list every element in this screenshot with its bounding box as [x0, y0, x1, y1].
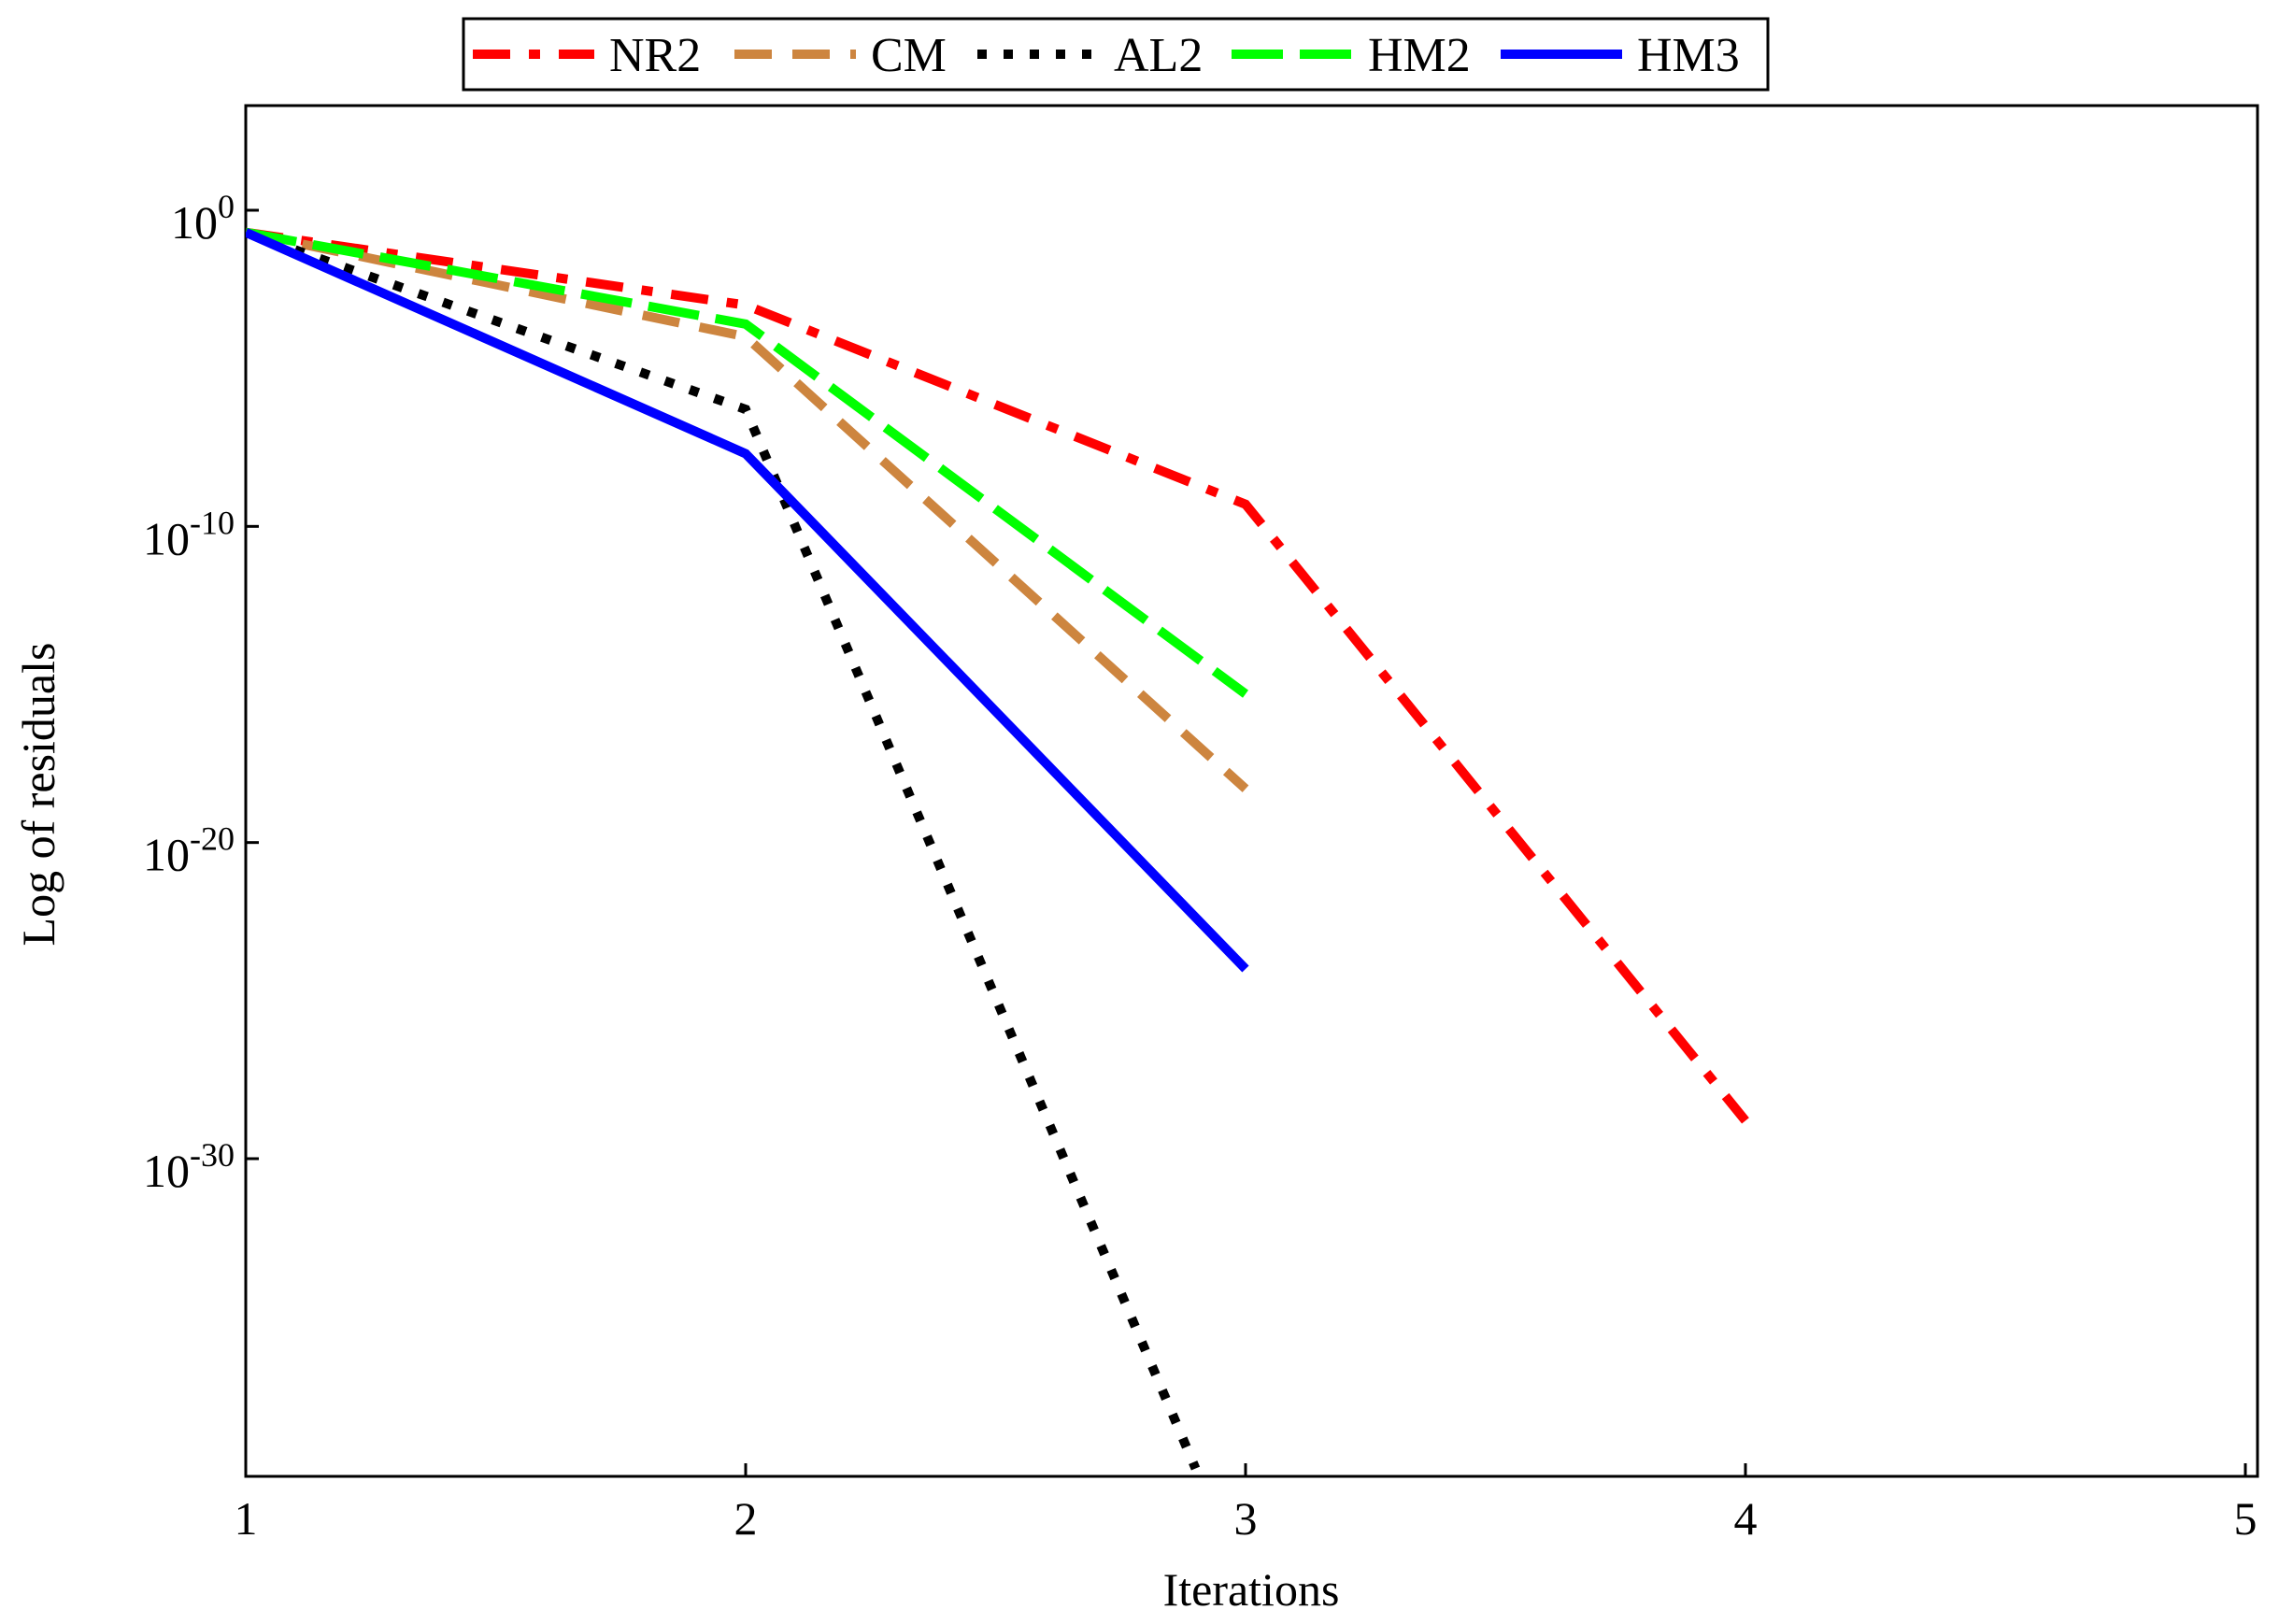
legend-label-hm2: HM2: [1368, 29, 1471, 82]
x-tick-label: 3: [1234, 1492, 1258, 1545]
legend-label-hm3: HM3: [1637, 29, 1740, 82]
y-axis-label: Log of residuals: [12, 643, 64, 947]
legend-label-al2: AL2: [1114, 29, 1203, 82]
series-line-cm: [246, 227, 1249, 792]
legend: NR2 CM AL2 HM2 HM3: [473, 29, 1740, 82]
x-tick-label: 2: [734, 1492, 758, 1545]
legend-label-nr2: NR2: [609, 29, 701, 82]
series-line-hm2: [246, 227, 1248, 698]
series-line-al2: [246, 227, 1201, 1471]
y-tick-label: 10-10: [143, 504, 235, 564]
series-line-nr2: [246, 227, 1749, 1124]
plot-area: [244, 104, 2259, 1478]
x-tick-label: 4: [1734, 1492, 1758, 1545]
x-tick-label: 5: [2234, 1492, 2258, 1545]
axes-layer: 1 2 3 4 5 100 10-10 10-20 10-30: [143, 188, 2258, 1545]
y-tick-label: 10-20: [143, 820, 235, 881]
x-axis-label: Iterations: [1163, 1563, 1340, 1616]
series-line-hm3: [246, 228, 1249, 973]
legend-label-cm: CM: [871, 29, 947, 82]
y-tick-label: 100: [171, 188, 235, 249]
y-tick-label: 10-30: [143, 1136, 235, 1197]
x-tick-label: 1: [235, 1492, 258, 1545]
series-layer: [246, 227, 1749, 1471]
